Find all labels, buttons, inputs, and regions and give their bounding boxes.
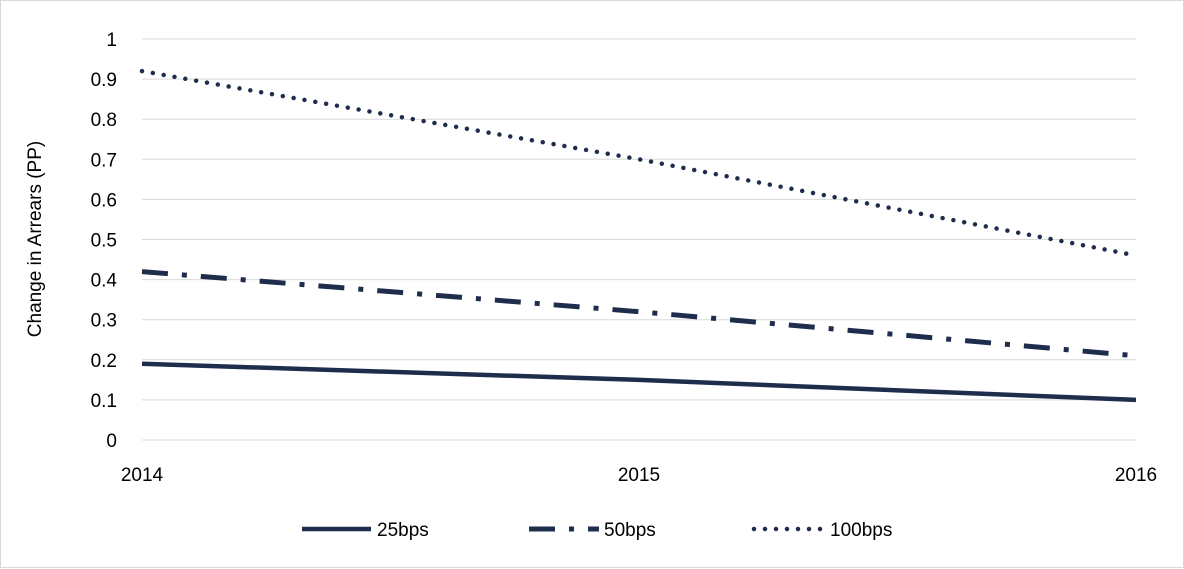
- gridlines: [142, 38, 1136, 441]
- legend-label: 100bps: [830, 520, 892, 541]
- series-lines: [139, 68, 1139, 403]
- series-line-50bps: [141, 269, 1137, 359]
- legend-item-50bps: 50bps: [529, 520, 656, 541]
- legend: 25bps 50bps 100bps: [302, 520, 892, 541]
- y-tick-label: 0.3: [91, 311, 117, 332]
- legend-label: 50bps: [604, 520, 656, 541]
- y-tick-label: 0: [106, 431, 117, 452]
- x-axis-ticks: 2014 2015 2016: [121, 465, 1157, 486]
- legend-label: 25bps: [377, 520, 429, 541]
- y-tick-label: 0.2: [91, 351, 117, 372]
- y-tick-label: 0.1: [91, 391, 117, 412]
- y-axis-title: Change in Arrears (PP): [25, 141, 46, 337]
- x-tick-label: 2016: [1115, 465, 1157, 486]
- y-tick-label: 0.7: [91, 150, 117, 171]
- y-axis-ticks: 0 0.1 0.2 0.3 0.4 0.5 0.6 0.7 0.8 0.9 1: [91, 30, 118, 452]
- legend-item-25bps: 25bps: [302, 520, 429, 541]
- legend-item-100bps: 100bps: [751, 520, 892, 541]
- series-line-25bps: [141, 361, 1137, 403]
- y-tick-label: 0.4: [91, 271, 118, 292]
- x-tick-label: 2015: [618, 465, 660, 486]
- y-tick-label: 1: [106, 30, 117, 51]
- x-tick-label: 2014: [121, 465, 164, 486]
- y-tick-label: 0.5: [91, 231, 117, 252]
- y-tick-label: 0.6: [91, 190, 117, 211]
- y-tick-label: 0.9: [91, 70, 117, 91]
- y-tick-label: 0.8: [91, 110, 117, 131]
- series-line-100bps: [139, 68, 1139, 258]
